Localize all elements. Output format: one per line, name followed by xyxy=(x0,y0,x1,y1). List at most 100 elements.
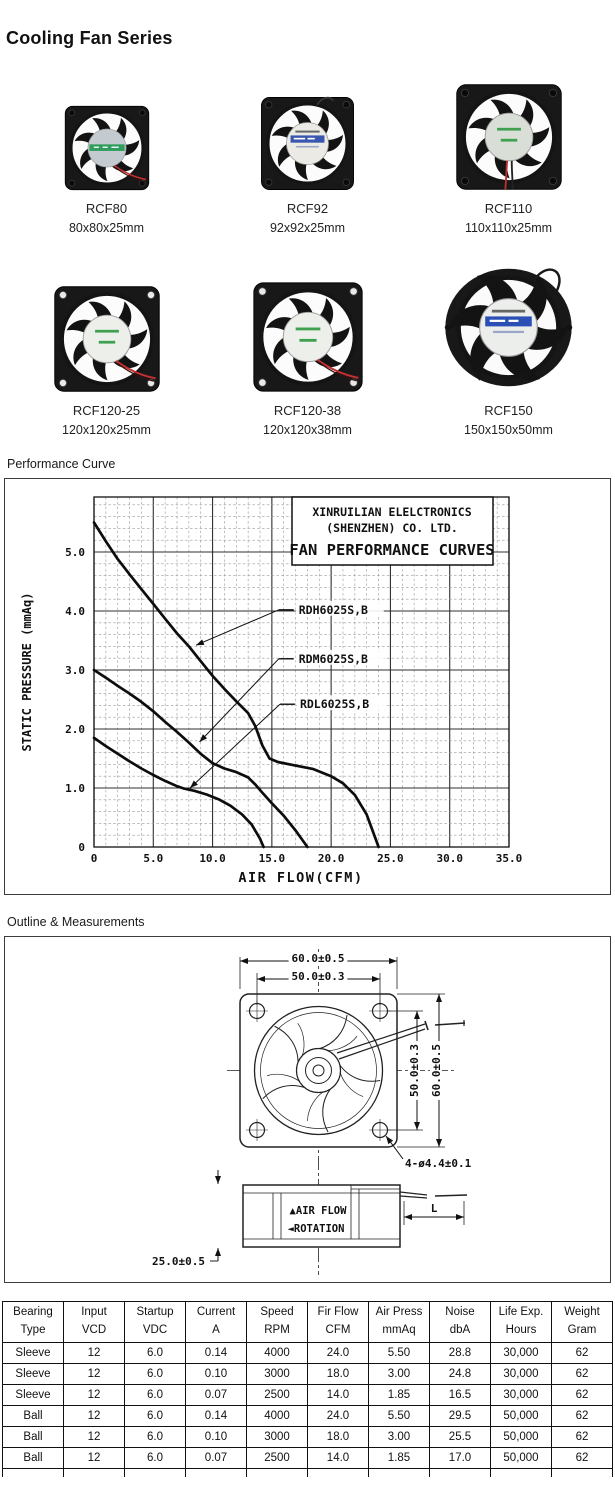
mount-hole xyxy=(68,109,75,117)
spec-cell: Ball xyxy=(2,1426,64,1448)
spec-cell: 62 xyxy=(551,1384,613,1406)
stub-cell xyxy=(63,1468,125,1477)
spec-cell: 12 xyxy=(63,1426,125,1448)
mount-hole xyxy=(146,290,155,300)
spec-cell: Ball xyxy=(2,1405,64,1427)
fan-size-label: 80x80x25mm xyxy=(68,221,145,235)
fan-wire xyxy=(503,160,508,190)
mount-hole xyxy=(460,88,469,98)
outline-drawing: 60.0±0.5 50.0±0.3 50.0±0.3 60.0±0.5 4-ø4.4±0… xyxy=(152,949,472,1275)
svg-text:20.0: 20.0 xyxy=(318,852,345,865)
col-header-current: Current A xyxy=(185,1301,247,1343)
fan-wire xyxy=(115,360,156,380)
spec-cell: 3.00 xyxy=(368,1426,430,1448)
dim-height-inner: 50.0±0.3 xyxy=(408,1041,421,1100)
svg-text:50.0±0.3: 50.0±0.3 xyxy=(408,1044,421,1097)
dim-width-outer: 60.0±0.5 xyxy=(288,952,348,965)
spec-cell: 25.5 xyxy=(429,1426,491,1448)
spec-cell: 12 xyxy=(63,1384,125,1406)
col-header-weight: Weight Gram xyxy=(551,1301,613,1343)
col-header-noise: Noise dbA xyxy=(429,1301,491,1343)
spec-cell: 12 xyxy=(63,1405,125,1427)
fan-size-label: 120x120x38mm xyxy=(263,423,352,437)
spec-cell: 29.5 xyxy=(429,1405,491,1427)
mount-hole xyxy=(265,178,273,186)
performance-curve-chart: 0 5.0 10.0 15.0 20.0 25.0 30.0 35.0 0 1.0 2.0 3.0 4.… xyxy=(20,496,522,886)
spec-cell: 0.10 xyxy=(185,1363,247,1385)
spec-cell: 12 xyxy=(63,1363,125,1385)
fan-model-label: RCF150 xyxy=(484,403,533,418)
spec-cell: 0.14 xyxy=(185,1342,247,1364)
stub-cell xyxy=(429,1468,491,1477)
spec-cell: 6.0 xyxy=(124,1363,186,1385)
chart-title-box: XINRUILIAN ELELCTRONICS (SHENZHEN) CO. LT… xyxy=(289,496,495,566)
performance-curve-box: 0 5.0 10.0 15.0 20.0 25.0 30.0 35.0 0 1.0 2.0 3.0 4.… xyxy=(4,478,611,895)
curve-label-RDL6025S,B: RDL6025S,B xyxy=(189,695,385,789)
svg-text:XINRUILIAN ELELCTRONICS: XINRUILIAN ELELCTRONICS xyxy=(312,505,471,519)
fan-model-label: RCF120-25 xyxy=(72,403,141,418)
mount-hole xyxy=(265,101,273,109)
col-header-input: Input VCD xyxy=(63,1301,125,1343)
rotation-label: ◄ROTATION xyxy=(288,1223,345,1235)
stub-cell xyxy=(185,1468,247,1477)
svg-text:5.0: 5.0 xyxy=(65,546,85,559)
outline-heading: Outline & Measurements xyxy=(7,915,145,929)
svg-text:50.0±0.3: 50.0±0.3 xyxy=(292,970,345,983)
spec-cell: 0.14 xyxy=(185,1405,247,1427)
col-header-bearing: Bearing Type xyxy=(2,1301,64,1343)
air-flow-label: ▲AIR FLOW xyxy=(290,1205,348,1217)
spec-cell: 1.85 xyxy=(368,1384,430,1406)
fan-image xyxy=(64,105,149,191)
stub-cell xyxy=(2,1468,64,1477)
spec-cell: 4000 xyxy=(246,1342,308,1364)
spec-cell: 1.85 xyxy=(368,1447,430,1469)
fan-wire xyxy=(113,164,146,181)
mount-hole xyxy=(348,287,358,296)
spec-row-2: Sleeve 12 6.0 0.10 3000 18.0 3.00 24.8 30,000 62 xyxy=(2,1363,613,1385)
spec-cell: 14.0 xyxy=(307,1384,369,1406)
mount-hole xyxy=(342,101,350,109)
svg-text:60.0±0.5: 60.0±0.5 xyxy=(430,1044,443,1097)
outline-drawing-box: 60.0±0.5 50.0±0.3 50.0±0.3 60.0±0.5 4-ø4.4±0… xyxy=(4,936,611,1283)
svg-text:FAN PERFORMANCE CURVES: FAN PERFORMANCE CURVES xyxy=(289,541,494,559)
fan-hub xyxy=(82,314,131,364)
fan-image xyxy=(261,96,354,190)
spec-cell: 3000 xyxy=(246,1426,308,1448)
spec-cell: 62 xyxy=(551,1447,613,1469)
spec-cell: 62 xyxy=(551,1342,613,1364)
hub-label xyxy=(94,329,119,333)
fan-card-rcf110: RCF110 110x110x25mm xyxy=(408,75,609,235)
hub-label xyxy=(295,327,320,331)
fan-grid: RCF80 80x80x25mm RCF92 92x92x25mm RCF110… xyxy=(0,75,615,437)
spec-cell: 4000 xyxy=(246,1405,308,1427)
spec-cell: 30,000 xyxy=(490,1342,552,1364)
col-header-air-press: Air Press mmAq xyxy=(368,1301,430,1343)
spec-cell: 3000 xyxy=(246,1363,308,1385)
spec-cell: 50,000 xyxy=(490,1426,552,1448)
fan-card-rcf150: RCF150 150x150x50mm xyxy=(408,249,609,437)
fan-wire xyxy=(316,96,335,106)
spec-cell: 6.0 xyxy=(124,1384,186,1406)
stub-cell xyxy=(490,1468,552,1477)
fan-model-label: RCF92 xyxy=(286,201,329,216)
fan-model-label: RCF120-38 xyxy=(273,403,342,418)
svg-text:2.0: 2.0 xyxy=(65,723,85,736)
stub-cell xyxy=(246,1468,308,1477)
performance-curve-heading: Performance Curve xyxy=(7,457,116,471)
fan-photo xyxy=(52,284,162,394)
chart-ticks: 0 5.0 10.0 15.0 20.0 25.0 30.0 35.0 0 1.0 2.0 3.0 4.… xyxy=(65,546,522,865)
spec-cell: 24.8 xyxy=(429,1363,491,1385)
curve-label-RDH6025S,B: RDH6025S,B xyxy=(195,600,384,646)
fan-size-label: 92x92x25mm xyxy=(269,221,346,235)
fan-card-rcf120-25: RCF120-25 120x120x25mm xyxy=(6,249,207,437)
spec-cell: Sleeve xyxy=(2,1342,64,1364)
mount-hole xyxy=(138,109,145,117)
spec-cell: 6.0 xyxy=(124,1447,186,1469)
spec-cell: 30,000 xyxy=(490,1384,552,1406)
spec-table: Bearing Type Input VCD Startup VDC Current A Spe… xyxy=(2,1301,613,1477)
fan-hub xyxy=(286,122,329,165)
svg-text:(SHENZHEN) CO. LTD.: (SHENZHEN) CO. LTD. xyxy=(326,521,458,535)
dim-lead-length: L xyxy=(427,1202,441,1215)
spec-row-4: Ball 12 6.0 0.14 4000 24.0 5.50 29.5 50,000 62 xyxy=(2,1405,613,1427)
spec-cell: 14.0 xyxy=(307,1447,369,1469)
